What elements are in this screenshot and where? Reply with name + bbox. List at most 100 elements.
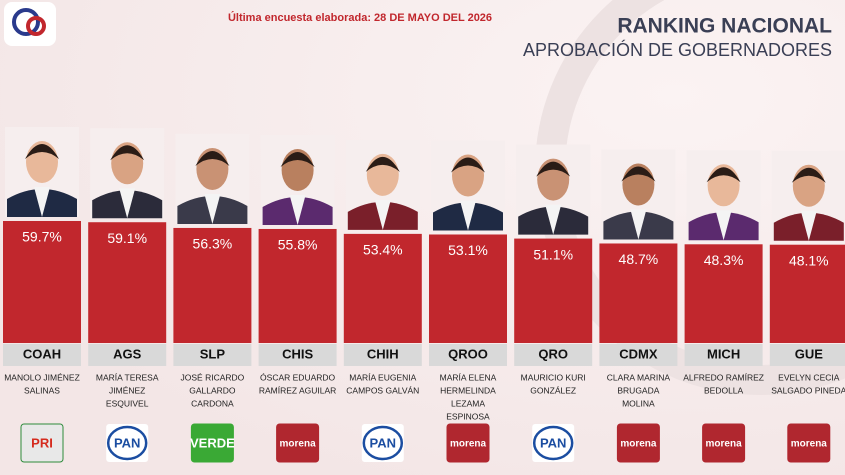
governor-name: ESQUIVEL xyxy=(106,398,149,408)
governor-name: GALLARDO xyxy=(189,385,236,395)
governor-name: CLARA MARINA xyxy=(607,372,671,382)
party-name: morena xyxy=(706,439,743,450)
party-name: PAN xyxy=(540,435,566,450)
party-name: VERDE xyxy=(190,435,235,450)
title: RANKING NACIONAL xyxy=(617,15,832,38)
bar xyxy=(514,238,593,343)
governor-name: BEDOLLA xyxy=(704,385,744,395)
value-label: 59.1% xyxy=(107,230,147,246)
governor-name: MARÍA EUGENIA xyxy=(349,372,416,382)
governor-name: SALGADO PINEDA xyxy=(771,385,845,395)
bar xyxy=(769,244,845,343)
governor-name: GONZÁLEZ xyxy=(530,385,576,395)
portrait-shirt xyxy=(460,200,476,231)
state-band xyxy=(429,344,507,366)
governor-name: LEZAMA xyxy=(451,398,485,408)
survey-date: Última encuesta elaborada: 28 DE MAYO DE… xyxy=(228,11,492,24)
governor-name: MARÍA ELENA xyxy=(440,372,497,382)
state-label: GUE xyxy=(795,346,824,361)
governor-name: RAMÍREZ AGUILAR xyxy=(259,385,336,395)
value-label: 48.7% xyxy=(619,251,659,267)
state-label: QROO xyxy=(448,346,488,361)
brand-icon xyxy=(26,16,46,36)
bar xyxy=(173,227,252,343)
governor-name: JOSÉ RICARDO xyxy=(181,372,245,382)
state-label: SLP xyxy=(200,346,226,361)
portrait-shirt xyxy=(630,209,647,240)
party-name: PRI xyxy=(31,435,53,450)
governor-name: MARÍA TERESA xyxy=(96,372,159,382)
state-label: COAH xyxy=(23,346,61,361)
party-logo xyxy=(276,423,320,463)
state-label: MICH xyxy=(707,346,740,361)
value-label: 48.3% xyxy=(704,252,744,268)
state-label: CHIS xyxy=(282,346,313,361)
party-name: PAN xyxy=(114,435,140,450)
state-band xyxy=(514,344,593,366)
value-label: 55.8% xyxy=(278,237,318,253)
governor-name: HERMELINDA xyxy=(440,385,496,395)
bar xyxy=(684,244,763,343)
party-logo xyxy=(446,423,490,463)
party-logo xyxy=(787,423,831,463)
party-logo xyxy=(361,424,404,462)
portrait-shirt xyxy=(204,193,221,224)
governor-name: ESPINOSA xyxy=(446,411,490,421)
state-band xyxy=(599,344,678,366)
party-logo xyxy=(616,423,660,463)
party-logo-ring xyxy=(532,425,574,461)
value-label: 59.7% xyxy=(22,229,62,245)
party-name: PAN xyxy=(370,435,396,450)
party-name: morena xyxy=(791,439,828,450)
bar xyxy=(258,228,337,343)
governor-name: MANOLO JIMÉNEZ xyxy=(4,372,80,382)
bar xyxy=(343,233,422,343)
value-label: 56.3% xyxy=(193,236,233,252)
state-band xyxy=(173,344,252,366)
governor-name: ÓSCAR EDUARDO xyxy=(260,372,335,382)
portrait-shirt xyxy=(715,210,732,241)
governor-name: CARDONA xyxy=(191,398,234,408)
governor-name: MOLINA xyxy=(622,398,655,408)
bar xyxy=(3,221,81,343)
party-logo xyxy=(20,423,64,463)
state-label: AGS xyxy=(113,346,142,361)
state-label: CDMX xyxy=(619,346,658,361)
bar xyxy=(429,234,507,343)
value-label: 48.1% xyxy=(789,252,829,268)
portrait-hair xyxy=(621,166,656,182)
portrait-hair xyxy=(280,151,315,167)
portrait-shirt xyxy=(800,210,817,241)
portrait-hair xyxy=(791,167,826,183)
portrait-shirt xyxy=(545,204,562,235)
state-band xyxy=(684,344,763,366)
state-band xyxy=(258,344,337,366)
state-band xyxy=(88,344,167,366)
portrait-shirt xyxy=(34,187,50,217)
bar xyxy=(88,222,167,343)
portrait-shirt xyxy=(374,199,391,230)
party-name: morena xyxy=(450,439,487,450)
bar xyxy=(599,243,678,343)
portrait-shirt xyxy=(289,194,306,225)
value-label: 51.1% xyxy=(533,246,573,262)
party-logo-ring xyxy=(362,425,404,461)
portrait-hair xyxy=(451,157,485,173)
party-name: morena xyxy=(620,439,657,450)
governor-name: JIMÉNEZ xyxy=(109,385,145,395)
portrait-hair xyxy=(365,156,400,172)
portrait-hair xyxy=(536,161,571,177)
governor-name: CAMPOS GALVÁN xyxy=(346,385,419,395)
party-logo-ring xyxy=(106,425,148,461)
party-name: morena xyxy=(280,439,317,450)
brand-icon xyxy=(12,8,40,36)
governor-name: BRUGADA xyxy=(617,385,659,395)
state-label: QRO xyxy=(538,346,568,361)
portrait-hair xyxy=(25,144,59,159)
governor-name: EVELYN CECIA xyxy=(778,372,840,382)
state-band xyxy=(3,344,81,366)
party-logo xyxy=(702,423,746,463)
state-band xyxy=(343,344,422,366)
portrait-shirt xyxy=(119,188,136,219)
